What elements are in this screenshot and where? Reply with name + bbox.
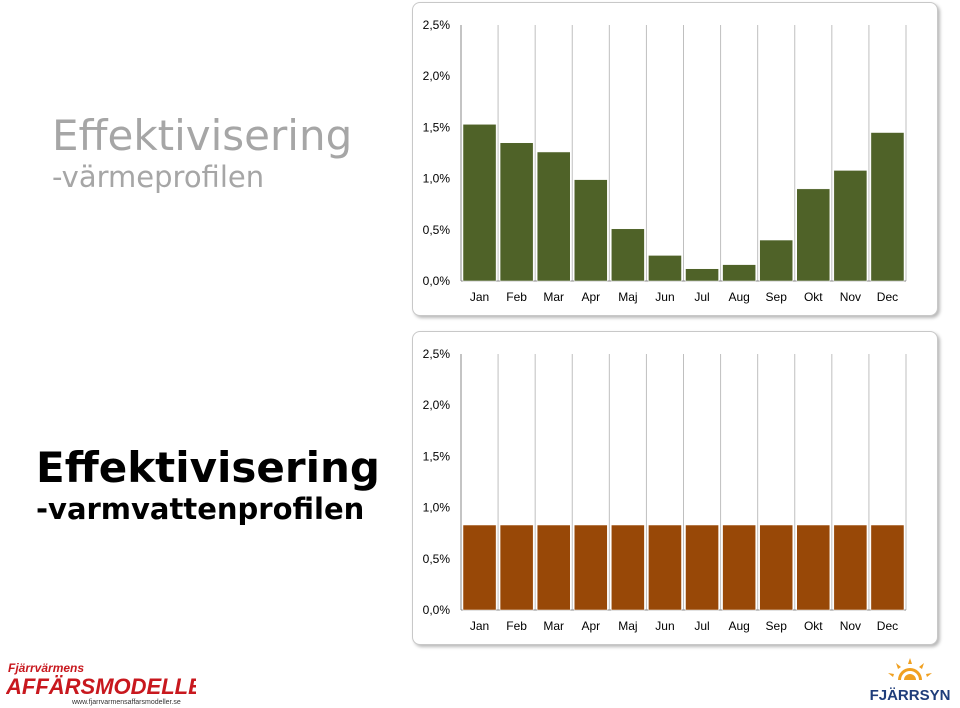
bar-maj — [611, 228, 645, 282]
x-tick-label: Jun — [655, 619, 674, 633]
bar-nov — [833, 524, 868, 611]
x-tick-label: Maj — [618, 619, 637, 633]
logo-left-url: www.fjarrvarmensaffarsmodeller.se — [71, 699, 181, 706]
x-tick-label: Sep — [766, 619, 788, 633]
bar-dec — [870, 132, 905, 282]
y-tick-label: 0,0% — [423, 603, 451, 617]
y-tick-label: 0,5% — [423, 552, 451, 566]
bar-nov — [833, 170, 868, 282]
x-tick-label: Apr — [581, 290, 600, 304]
x-tick-label: Nov — [840, 290, 861, 304]
y-tick-label: 2,5% — [423, 18, 451, 32]
y-tick-label: 1,0% — [423, 501, 451, 515]
y-tick-label: 0,5% — [423, 223, 451, 237]
bar-jan — [462, 124, 497, 282]
x-tick-label: Aug — [728, 619, 749, 633]
x-tick-label: Jul — [694, 619, 709, 633]
chart-varmvattenprofil: 0,0% 0,5% 1,0% 1,5% 2,0% 2,5% Jan Feb Mar Apr Maj J… — [423, 347, 907, 633]
bar-feb — [499, 142, 534, 282]
x-tick-label: Feb — [506, 619, 527, 633]
x-tick-label: Jan — [470, 290, 489, 304]
x-tick-label: Nov — [840, 619, 861, 633]
x-tick-label: Jul — [694, 290, 709, 304]
bar-sep — [759, 239, 793, 282]
bar-okt — [796, 188, 831, 282]
x-tick-label: Sep — [766, 290, 788, 304]
bar-jun — [648, 524, 682, 611]
heading-1-subtitle: -värmeprofilen — [52, 160, 265, 194]
y-tick-label: 1,5% — [423, 449, 451, 463]
chart-varmeprofil: 0,0% 0,5% 1,0% 1,5% 2,0% 2,5% Jan Feb Mar Apr Maj J… — [423, 18, 907, 304]
x-tick-label: Dec — [877, 290, 898, 304]
heading-1-title: Effektivisering — [52, 111, 353, 160]
bar-okt — [796, 524, 831, 611]
y-tick-label: 2,0% — [423, 69, 451, 83]
y-tick-label: 2,0% — [423, 398, 451, 412]
heading-2-title: Effektivisering — [36, 443, 380, 492]
fjarrsyn-logo: FJÄRRSYN — [870, 658, 951, 704]
y-tick-label: 2,5% — [423, 347, 451, 361]
logo-left-line1: Fjärrvärmens — [8, 661, 84, 675]
chart-panel-varmeprofil: 0,0% 0,5% 1,0% 1,5% 2,0% 2,5% Jan Feb Mar Apr Maj J… — [412, 2, 938, 316]
bar-apr — [574, 524, 608, 611]
bar-mar — [536, 151, 571, 282]
x-tick-label: Dec — [877, 619, 898, 633]
bar-jul — [685, 268, 719, 282]
x-tick-label: Maj — [618, 290, 637, 304]
x-tick-label: Mar — [543, 290, 564, 304]
bar-mar — [536, 524, 571, 611]
bar-sep — [759, 524, 793, 611]
affarsmodeller-logo: Fjärrvärmens AFFÄRSMODELLER www.fjarrvar… — [6, 661, 196, 706]
bar-jun — [648, 255, 682, 282]
bar-aug — [722, 524, 756, 611]
y-tick-label: 1,5% — [423, 120, 451, 134]
x-tick-label: Okt — [804, 290, 823, 304]
x-tick-label: Okt — [804, 619, 823, 633]
heading-2-subtitle: -varmvattenprofilen — [36, 492, 365, 526]
heading-varmvattenprofilen: Effektivisering -varmvattenprofilen — [36, 443, 380, 527]
bar-feb — [499, 524, 534, 611]
bar-aug — [722, 264, 756, 282]
bar-jul — [685, 524, 719, 611]
bar-jan — [462, 524, 497, 611]
heading-varmeprofilen: Effektivisering -värmeprofilen — [52, 111, 353, 195]
y-tick-label: 1,0% — [423, 172, 451, 186]
bar-maj — [611, 524, 645, 611]
x-tick-label: Jun — [655, 290, 674, 304]
x-tick-label: Apr — [581, 619, 600, 633]
y-tick-label: 0,0% — [423, 274, 451, 288]
bar-dec — [870, 524, 905, 611]
x-tick-label: Jan — [470, 619, 489, 633]
x-tick-label: Aug — [728, 290, 749, 304]
logo-left-line2: AFFÄRSMODELLER — [6, 674, 196, 699]
x-tick-label: Feb — [506, 290, 527, 304]
logo-right-text: FJÄRRSYN — [870, 687, 951, 704]
sun-icon — [888, 658, 932, 680]
chart-panel-varmvattenprofil: 0,0% 0,5% 1,0% 1,5% 2,0% 2,5% Jan Feb Mar Apr Maj J… — [412, 331, 938, 645]
x-tick-label: Mar — [543, 619, 564, 633]
bar-apr — [574, 179, 608, 282]
